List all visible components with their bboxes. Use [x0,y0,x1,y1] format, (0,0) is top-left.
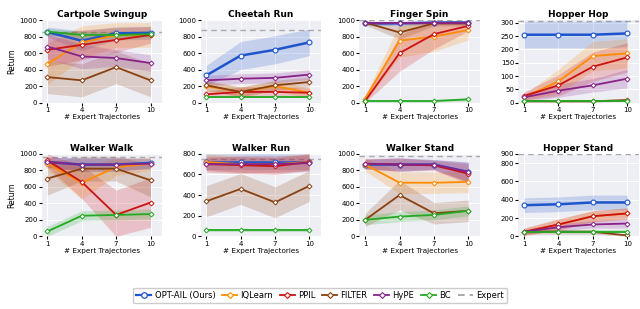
Title: Walker Walk: Walker Walk [70,144,133,153]
Title: Walker Run: Walker Run [232,144,290,153]
X-axis label: # Expert Trajectories: # Expert Trajectories [381,114,458,120]
X-axis label: # Expert Trajectories: # Expert Trajectories [64,248,140,254]
Y-axis label: Return: Return [8,182,17,208]
Y-axis label: Return: Return [8,49,17,74]
X-axis label: # Expert Trajectories: # Expert Trajectories [540,114,616,120]
Title: Hopper Hop: Hopper Hop [548,10,609,19]
Legend: OPT-AIL (Ours), IQLearn, PPIL, FILTER, HyPE, BC, Expert: OPT-AIL (Ours), IQLearn, PPIL, FILTER, H… [133,288,507,303]
X-axis label: # Expert Trajectories: # Expert Trajectories [223,114,299,120]
X-axis label: # Expert Trajectories: # Expert Trajectories [540,248,616,254]
X-axis label: # Expert Trajectories: # Expert Trajectories [223,248,299,254]
Title: Cheetah Run: Cheetah Run [228,10,293,19]
Title: Walker Stand: Walker Stand [385,144,454,153]
Title: Cartpole Swingup: Cartpole Swingup [57,10,147,19]
Title: Finger Spin: Finger Spin [390,10,449,19]
X-axis label: # Expert Trajectories: # Expert Trajectories [64,114,140,120]
X-axis label: # Expert Trajectories: # Expert Trajectories [381,248,458,254]
Title: Hopper Stand: Hopper Stand [543,144,614,153]
